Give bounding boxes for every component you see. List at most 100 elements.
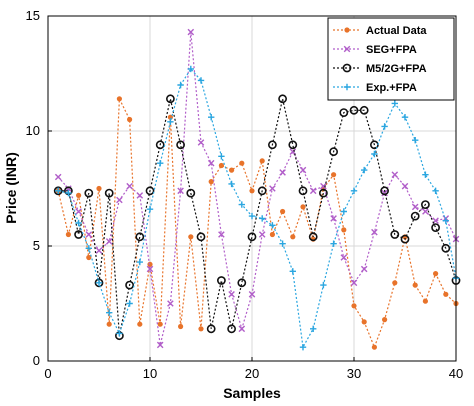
data-point-exp-fpa [320, 281, 327, 289]
data-point-actual-data [96, 185, 102, 192]
data-point-seg-fpa [381, 189, 388, 197]
data-point-exp-fpa [157, 160, 164, 167]
data-point-seg-fpa [238, 325, 246, 333]
y-tick-label: 15 [26, 8, 40, 23]
data-point-exp-fpa [269, 222, 276, 229]
legend-swatch-marker [342, 63, 352, 73]
data-point-actual-data [422, 298, 428, 304]
data-point-exp-fpa [95, 279, 103, 286]
data-point-actual-data [433, 271, 439, 277]
legend: Actual Data SEG+FPA M5/2G+FPA Exp.+FPA [327, 17, 455, 101]
data-point-m5-2g-fpa [339, 108, 349, 117]
data-point-actual-data [116, 96, 122, 102]
series-seg-fpa [54, 28, 460, 349]
data-point-actual-data [249, 188, 255, 194]
data-point-exp-fpa [361, 166, 368, 174]
data-point-m5-2g-fpa [145, 186, 155, 196]
series-m5-2g-fpa [53, 94, 461, 341]
data-point-exp-fpa [432, 187, 439, 194]
data-point-m5-2g-fpa [298, 186, 308, 196]
axis-ticks: 0 10 20 30 40 0 5 10 15 [26, 8, 464, 381]
data-point-actual-data [106, 321, 112, 327]
data-point-actual-data [290, 234, 296, 240]
data-point-m5-2g-fpa [94, 278, 104, 288]
data-point-seg-fpa [105, 238, 113, 245]
data-point-seg-fpa [85, 231, 93, 238]
data-point-seg-fpa [116, 196, 123, 204]
data-point-m5-2g-fpa [431, 223, 440, 232]
data-point-actual-data [157, 321, 163, 327]
data-point-m5-2g-fpa [390, 230, 400, 239]
data-point-actual-data [198, 326, 204, 332]
y-tick-label: 0 [33, 353, 40, 368]
data-point-actual-data [259, 158, 265, 164]
data-point-actual-data [341, 227, 347, 233]
legend-item-actual-data: Actual Data [333, 25, 427, 37]
data-point-seg-fpa [258, 231, 266, 238]
data-point-m5-2g-fpa [400, 234, 410, 244]
x-tick-label: 20 [245, 366, 259, 381]
data-point-m5-2g-fpa [349, 105, 359, 115]
data-point-seg-fpa [136, 192, 144, 199]
data-point-exp-fpa [279, 240, 286, 247]
data-point-seg-fpa [95, 247, 103, 254]
y-tick-label: 5 [33, 238, 40, 253]
data-point-seg-fpa [207, 159, 215, 167]
legend-item-exp-fpa: Exp.+FPA [333, 82, 417, 94]
data-point-seg-fpa [411, 203, 419, 211]
data-point-exp-fpa [412, 137, 419, 144]
data-point-exp-fpa [442, 217, 449, 224]
data-point-m5-2g-fpa [206, 324, 216, 334]
data-point-seg-fpa [320, 182, 327, 190]
data-point-seg-fpa [330, 215, 337, 222]
data-point-seg-fpa [279, 169, 286, 176]
data-point-m5-2g-fpa [441, 243, 451, 253]
data-point-m5-2g-fpa [308, 232, 318, 242]
data-point-seg-fpa [269, 185, 276, 192]
data-point-actual-data [65, 231, 71, 238]
data-point-seg-fpa [167, 300, 174, 307]
data-point-seg-fpa [75, 208, 82, 215]
legend-item-seg-fpa: SEG+FPA [333, 44, 417, 56]
data-point-exp-fpa [310, 325, 317, 332]
data-point-actual-data [239, 160, 245, 166]
data-point-actual-data [188, 234, 194, 240]
legend-label: M5/2G+FPA [366, 63, 427, 75]
data-point-seg-fpa [371, 228, 378, 236]
x-tick-label: 40 [449, 366, 463, 381]
data-point-actual-data [269, 231, 275, 238]
data-point-m5-2g-fpa [104, 188, 114, 198]
data-point-m5-2g-fpa [74, 230, 83, 239]
series-exp-fpa [55, 65, 460, 351]
data-point-exp-fpa [218, 153, 225, 160]
series-layer [53, 28, 461, 351]
data-point-exp-fpa [85, 245, 92, 252]
data-point-actual-data [137, 321, 143, 327]
y-tick-label: 10 [26, 123, 40, 138]
data-point-seg-fpa [299, 166, 307, 174]
data-point-exp-fpa [126, 300, 133, 307]
data-point-m5-2g-fpa [329, 147, 338, 157]
data-point-m5-2g-fpa [257, 186, 267, 196]
x-tick-label: 30 [347, 366, 361, 381]
y-axis-label: Price (INR) [3, 152, 19, 224]
data-point-exp-fpa [340, 208, 347, 215]
data-point-actual-data [361, 319, 367, 325]
data-point-seg-fpa [228, 291, 235, 298]
data-point-m5-2g-fpa [84, 188, 94, 198]
data-point-m5-2g-fpa [125, 280, 135, 290]
data-point-actual-data [280, 208, 286, 215]
data-point-seg-fpa [156, 341, 164, 349]
data-point-m5-2g-fpa [227, 324, 236, 334]
legend-label: SEG+FPA [366, 44, 417, 56]
data-point-actual-data [412, 282, 418, 288]
data-point-m5-2g-fpa [359, 105, 369, 115]
data-point-exp-fpa [401, 114, 409, 121]
data-point-m5-2g-fpa [155, 140, 165, 150]
data-point-seg-fpa [422, 208, 429, 215]
data-point-actual-data [382, 317, 388, 323]
data-point-exp-fpa [146, 206, 154, 213]
data-point-actual-data [127, 116, 133, 123]
legend-item-m5-2g-fpa: M5/2G+FPA [333, 63, 427, 75]
